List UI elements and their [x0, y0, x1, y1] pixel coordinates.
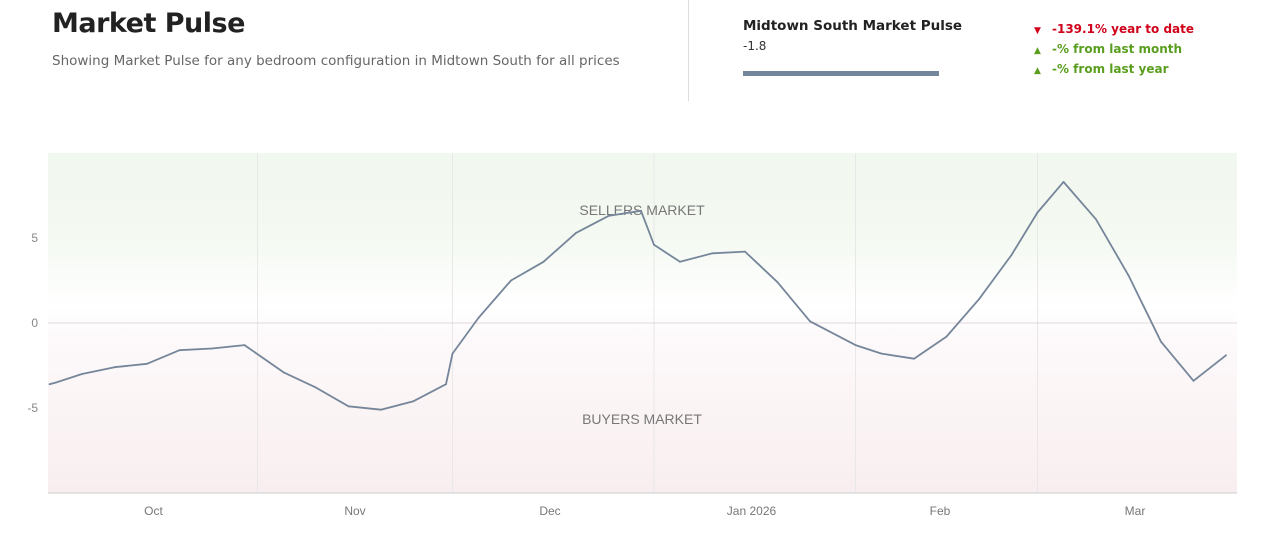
summary-value: -1.8 — [743, 39, 767, 53]
x-tick-label: Mar — [1125, 504, 1146, 518]
data-point — [1225, 354, 1227, 357]
x-tick-label: Dec — [539, 504, 560, 518]
data-point — [55, 381, 57, 384]
data-point — [913, 357, 915, 360]
data-point — [1010, 254, 1013, 256]
triangle-down-icon: ▼ — [1034, 26, 1041, 36]
data-point — [880, 352, 883, 355]
data-point — [711, 252, 714, 255]
data-point — [243, 344, 246, 346]
data-point — [1036, 211, 1039, 214]
data-point — [113, 366, 116, 369]
market-pulse-line — [49, 180, 1227, 411]
summary-title: Midtown South Market Pulse — [743, 18, 963, 34]
data-point — [347, 405, 350, 408]
change-text: -139.1% year to date — [1052, 22, 1195, 36]
data-point — [1192, 379, 1195, 382]
data-point — [48, 383, 51, 386]
sellers-market-label: SELLERS MARKET — [579, 202, 705, 218]
change-text: -% from last year — [1052, 62, 1169, 76]
y-tick-label: -5 — [27, 401, 38, 415]
y-tick-label: 0 — [31, 316, 38, 330]
data-point — [1127, 274, 1130, 277]
x-tick-label: Oct — [144, 504, 163, 518]
data-point — [1062, 181, 1065, 183]
data-point — [477, 317, 480, 319]
x-tick-label: Jan 2026 — [727, 504, 777, 518]
change-year: ▲ -% from last year — [1034, 62, 1169, 76]
data-point — [653, 243, 655, 246]
data-point — [1095, 218, 1097, 221]
data-point — [640, 209, 642, 212]
data-point — [809, 320, 811, 323]
data-point — [380, 408, 382, 411]
data-point — [146, 362, 148, 365]
data-point — [607, 215, 610, 217]
data-point — [744, 250, 746, 253]
page-subtitle: Showing Market Pulse for any bedroom con… — [52, 53, 620, 69]
data-point — [315, 386, 317, 389]
x-tick-label: Feb — [930, 504, 951, 518]
data-point — [445, 383, 447, 386]
change-month: ▲ -% from last month — [1034, 42, 1182, 56]
triangle-up-icon: ▲ — [1034, 46, 1041, 56]
data-point — [1160, 340, 1162, 343]
data-point — [575, 232, 577, 234]
buyers-market-label: BUYERS MARKET — [582, 411, 702, 427]
data-point — [451, 352, 454, 355]
change-ytd: ▼ -139.1% year to date — [1034, 22, 1194, 36]
page-title: Market Pulse — [52, 8, 245, 39]
data-point — [282, 371, 285, 374]
data-point — [178, 349, 181, 352]
data-point — [854, 344, 857, 346]
data-point — [542, 260, 545, 263]
data-point — [211, 347, 213, 350]
triangle-up-icon: ▲ — [1034, 66, 1041, 76]
data-point — [679, 260, 681, 263]
header-divider — [688, 0, 689, 101]
y-tick-label: 5 — [31, 231, 38, 245]
data-point — [945, 335, 948, 338]
data-point — [81, 373, 83, 375]
data-point — [412, 400, 415, 403]
change-text: -% from last month — [1052, 42, 1183, 56]
x-tick-label: Nov — [344, 504, 365, 518]
data-point — [510, 279, 512, 282]
summary-bar — [743, 71, 939, 76]
data-point — [776, 281, 779, 284]
data-point — [978, 298, 980, 301]
